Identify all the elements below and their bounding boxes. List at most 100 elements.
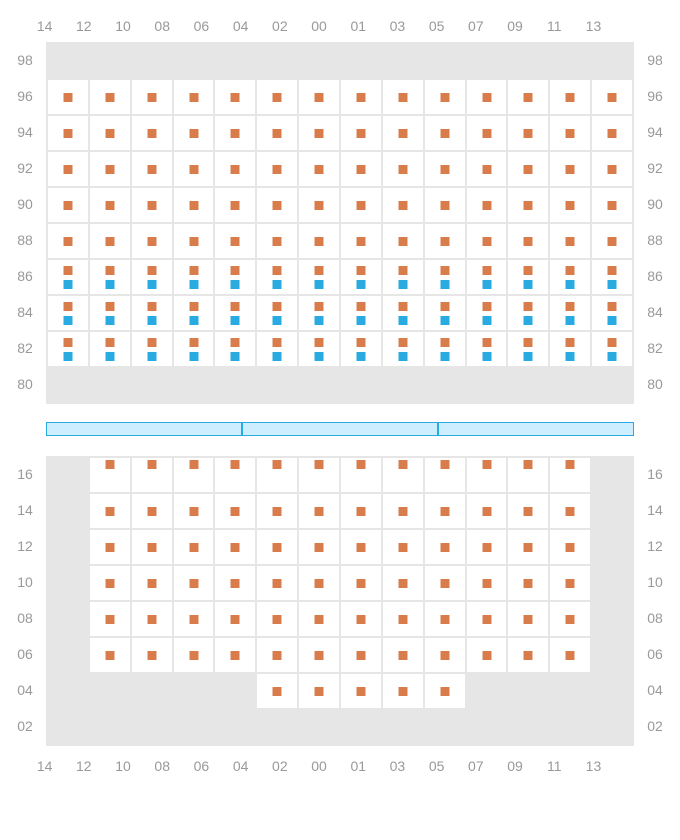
seat-marker[interactable] xyxy=(189,579,198,588)
seat-marker[interactable] xyxy=(524,579,533,588)
seat-marker[interactable] xyxy=(566,352,575,361)
seat-marker[interactable] xyxy=(273,352,282,361)
seat-marker[interactable] xyxy=(482,93,491,102)
seat-marker[interactable] xyxy=(147,129,156,138)
seat-marker[interactable] xyxy=(231,93,240,102)
seat-marker[interactable] xyxy=(231,316,240,325)
seat-marker[interactable] xyxy=(105,615,114,624)
seat-marker[interactable] xyxy=(105,543,114,552)
seat-marker[interactable] xyxy=(189,129,198,138)
seat-marker[interactable] xyxy=(147,352,156,361)
seat-marker[interactable] xyxy=(147,460,156,469)
seat-marker[interactable] xyxy=(524,302,533,311)
seat-marker[interactable] xyxy=(398,543,407,552)
seat-marker[interactable] xyxy=(189,316,198,325)
seat-marker[interactable] xyxy=(398,129,407,138)
seat-marker[interactable] xyxy=(147,280,156,289)
seat-marker[interactable] xyxy=(189,460,198,469)
seat-marker[interactable] xyxy=(315,93,324,102)
seat-marker[interactable] xyxy=(398,338,407,347)
seat-marker[interactable] xyxy=(608,316,617,325)
seat-marker[interactable] xyxy=(231,543,240,552)
seat-marker[interactable] xyxy=(105,237,114,246)
seat-marker[interactable] xyxy=(440,201,449,210)
seat-marker[interactable] xyxy=(147,338,156,347)
seat-marker[interactable] xyxy=(315,266,324,275)
seat-marker[interactable] xyxy=(105,651,114,660)
seat-marker[interactable] xyxy=(63,316,72,325)
seat-marker[interactable] xyxy=(315,201,324,210)
seat-marker[interactable] xyxy=(566,651,575,660)
seat-marker[interactable] xyxy=(566,615,575,624)
seat-marker[interactable] xyxy=(356,507,365,516)
seat-marker[interactable] xyxy=(105,129,114,138)
seat-marker[interactable] xyxy=(356,93,365,102)
seat-marker[interactable] xyxy=(482,651,491,660)
seat-marker[interactable] xyxy=(566,280,575,289)
seat-marker[interactable] xyxy=(273,302,282,311)
seat-marker[interactable] xyxy=(398,460,407,469)
seat-marker[interactable] xyxy=(566,507,575,516)
seat-marker[interactable] xyxy=(482,338,491,347)
seat-marker[interactable] xyxy=(482,201,491,210)
seat-marker[interactable] xyxy=(608,338,617,347)
seat-marker[interactable] xyxy=(315,338,324,347)
seat-marker[interactable] xyxy=(566,316,575,325)
seat-marker[interactable] xyxy=(273,615,282,624)
seat-marker[interactable] xyxy=(482,460,491,469)
seat-marker[interactable] xyxy=(482,316,491,325)
seat-marker[interactable] xyxy=(315,316,324,325)
seat-marker[interactable] xyxy=(105,316,114,325)
seat-marker[interactable] xyxy=(524,543,533,552)
seat-marker[interactable] xyxy=(524,280,533,289)
seat-marker[interactable] xyxy=(315,543,324,552)
seat-marker[interactable] xyxy=(315,302,324,311)
seat-marker[interactable] xyxy=(231,579,240,588)
seat-marker[interactable] xyxy=(482,543,491,552)
seat-marker[interactable] xyxy=(189,201,198,210)
seat-marker[interactable] xyxy=(63,280,72,289)
seat-marker[interactable] xyxy=(440,302,449,311)
seat-marker[interactable] xyxy=(63,93,72,102)
seat-marker[interactable] xyxy=(356,352,365,361)
seat-marker[interactable] xyxy=(273,687,282,696)
seat-marker[interactable] xyxy=(524,266,533,275)
seat-marker[interactable] xyxy=(231,651,240,660)
seat-marker[interactable] xyxy=(273,579,282,588)
seat-marker[interactable] xyxy=(105,507,114,516)
seat-marker[interactable] xyxy=(315,460,324,469)
seat-marker[interactable] xyxy=(398,201,407,210)
seat-marker[interactable] xyxy=(440,615,449,624)
seat-marker[interactable] xyxy=(315,280,324,289)
seat-marker[interactable] xyxy=(147,93,156,102)
seat-marker[interactable] xyxy=(63,201,72,210)
seat-marker[interactable] xyxy=(315,237,324,246)
seat-marker[interactable] xyxy=(189,237,198,246)
seat-marker[interactable] xyxy=(231,302,240,311)
seat-marker[interactable] xyxy=(440,651,449,660)
seat-marker[interactable] xyxy=(315,651,324,660)
seat-marker[interactable] xyxy=(105,460,114,469)
seat-marker[interactable] xyxy=(482,266,491,275)
seat-marker[interactable] xyxy=(440,507,449,516)
seat-marker[interactable] xyxy=(63,338,72,347)
seat-marker[interactable] xyxy=(105,579,114,588)
seat-marker[interactable] xyxy=(147,266,156,275)
seat-marker[interactable] xyxy=(63,237,72,246)
seat-marker[interactable] xyxy=(147,237,156,246)
seat-marker[interactable] xyxy=(524,615,533,624)
seat-marker[interactable] xyxy=(524,338,533,347)
seat-marker[interactable] xyxy=(608,165,617,174)
seat-marker[interactable] xyxy=(63,129,72,138)
seat-marker[interactable] xyxy=(273,280,282,289)
seat-marker[interactable] xyxy=(356,316,365,325)
seat-marker[interactable] xyxy=(231,201,240,210)
seat-marker[interactable] xyxy=(440,543,449,552)
seat-marker[interactable] xyxy=(231,237,240,246)
seat-marker[interactable] xyxy=(398,352,407,361)
seat-marker[interactable] xyxy=(189,338,198,347)
seat-marker[interactable] xyxy=(356,201,365,210)
seat-marker[interactable] xyxy=(189,266,198,275)
seat-marker[interactable] xyxy=(273,129,282,138)
seat-marker[interactable] xyxy=(63,165,72,174)
